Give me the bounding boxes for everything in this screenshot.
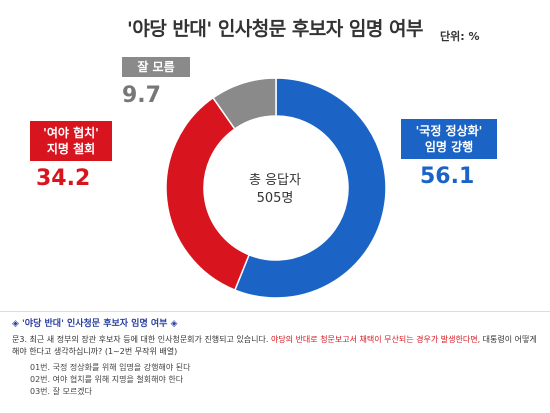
center-label-line2: 505명 <box>256 191 294 206</box>
center-label: 총 응답자 505명 <box>220 172 330 208</box>
question-heading: ◈ '야당 반대' 인사청문 후보자 임명 여부 ◈ <box>12 319 178 329</box>
option-2: 02번. 여야 협치를 위해 지명을 철회해야 한다 <box>30 375 184 384</box>
survey-question-panel: ◈ '야당 반대' 인사청문 후보자 임명 여부 ◈ 문3. 최근 새 정부의 … <box>0 311 550 413</box>
question-suffix: 대통령이 어떻게 해야 한다고 생각하십니까? (1~2번 무작위 배열) <box>12 335 537 356</box>
withdraw-label-line2: 지명 철회 <box>46 142 96 156</box>
chart-title: '야당 반대' 인사청문 후보자 임명 여부 <box>127 18 423 40</box>
appoint-tag: '국정 정상화' 임명 강행 <box>401 119 497 159</box>
question-highlight: 야당의 반대로 청문보고서 채택이 무산되는 경우가 발생한다면, <box>270 335 481 344</box>
slice-withdraw <box>165 96 251 291</box>
appoint-value: 56.1 <box>420 164 475 189</box>
option-1: 01번. 국정 정상화를 위해 임명을 강행해야 된다 <box>30 363 191 372</box>
slice-dont-know <box>211 77 277 131</box>
unit-label: 단위: % <box>440 30 480 43</box>
question-prefix: 문3. 최근 새 정부의 장관 후보자 등에 대한 인사청문회가 진행되고 있습… <box>12 335 271 344</box>
center-label-line1: 총 응답자 <box>249 173 301 188</box>
dont-know-label: 잘 모름 <box>137 60 175 74</box>
withdraw-value: 34.2 <box>36 166 91 191</box>
appoint-label-line1: '국정 정상화' <box>415 124 483 138</box>
option-3: 03번. 잘 모르겠다 <box>30 387 92 396</box>
question-text: 문3. 최근 새 정부의 장관 후보자 등에 대한 인사청문회가 진행되고 있습… <box>12 334 542 358</box>
dont-know-tag: 잘 모름 <box>122 57 190 77</box>
slice-appoint <box>233 77 387 299</box>
withdraw-label-line1: '여야 협치' <box>43 126 99 140</box>
withdraw-tag: '여야 협치' 지명 철회 <box>30 121 112 161</box>
dont-know-value: 9.7 <box>122 83 161 108</box>
appoint-label-line2: 임명 강행 <box>424 140 474 154</box>
donut-chart <box>165 77 387 299</box>
